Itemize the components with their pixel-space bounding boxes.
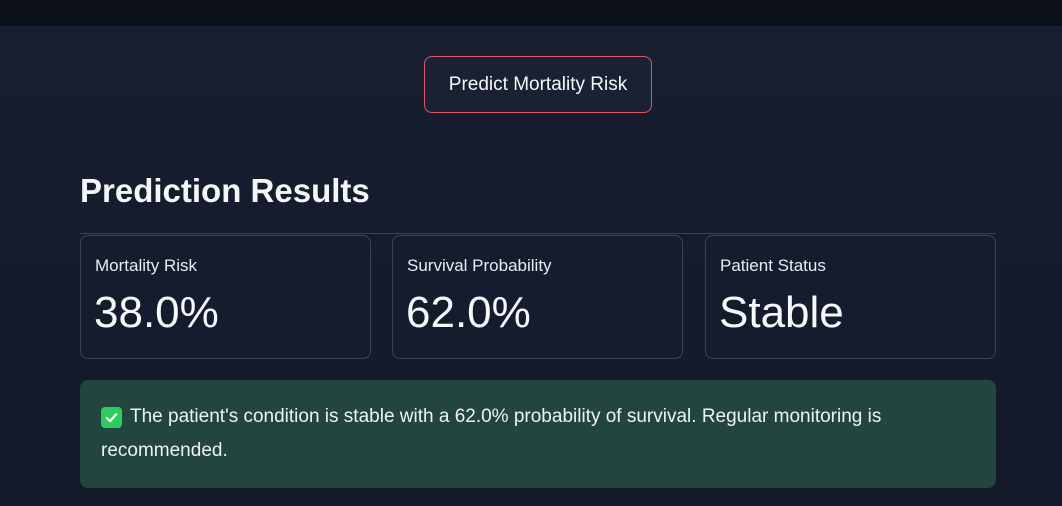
check-icon [101, 407, 122, 428]
metric-card-mortality-risk: Mortality Risk 38.0% [80, 235, 371, 359]
metric-card-patient-status: Patient Status Stable [705, 235, 996, 359]
metric-value: Stable [719, 288, 844, 337]
metric-card-survival-probability: Survival Probability 62.0% [392, 235, 683, 359]
metric-label: Patient Status [720, 256, 826, 275]
metric-label: Mortality Risk [95, 256, 198, 275]
prediction-results-title: Prediction Results [80, 172, 370, 209]
section-divider [80, 233, 996, 234]
metric-value: 62.0% [406, 288, 531, 337]
metric-value: 38.0% [94, 288, 219, 337]
top-bar [0, 0, 1062, 26]
success-alert: The patient's condition is stable with a… [80, 380, 996, 488]
main-content: Predict Mortality Risk Prediction Result… [0, 26, 1062, 506]
alert-message: The patient's condition is stable with a… [101, 406, 882, 461]
metric-label: Survival Probability [407, 256, 552, 275]
predict-mortality-risk-button[interactable]: Predict Mortality Risk [424, 56, 652, 113]
